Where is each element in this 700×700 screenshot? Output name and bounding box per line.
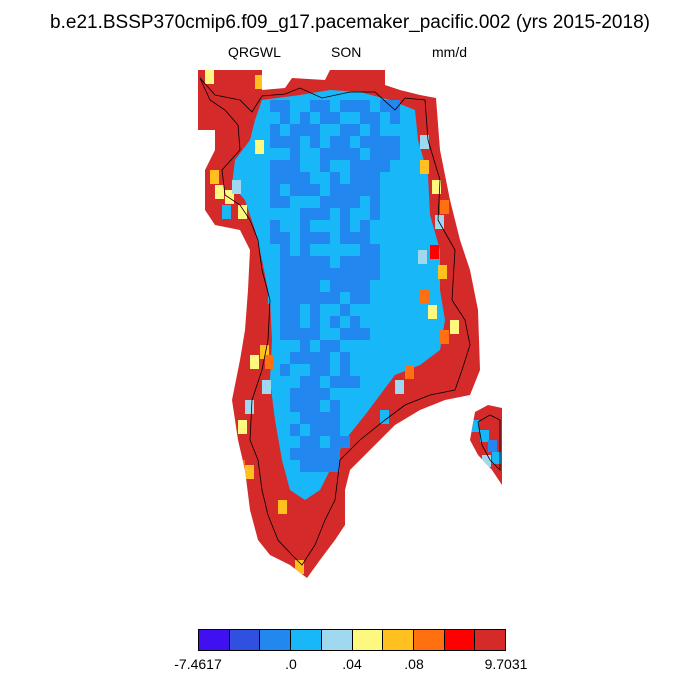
grid-cells (205, 70, 459, 574)
colorbar-cell-2 (260, 630, 292, 650)
colorbar-cell-4 (321, 630, 353, 650)
greenland-map (198, 70, 502, 578)
colorbar-cell-7 (413, 630, 445, 650)
colorbar-label-08: .08 (404, 656, 424, 672)
colorbar-cell-9 (475, 630, 506, 650)
plot-title: b.e21.BSSP370cmip6.f09_g17.pacemaker_pac… (50, 12, 650, 33)
colorbar-cell-8 (444, 630, 476, 650)
colorbar-cell-3 (291, 630, 322, 650)
variable-label: QRGWL (228, 44, 281, 60)
colorbar-label-04: .04 (342, 656, 362, 672)
colorbar (198, 629, 506, 651)
colorbar-cell-5 (352, 630, 384, 650)
season-label: SON (331, 44, 362, 60)
coastline-main (199, 77, 471, 566)
colorbar-cell-6 (383, 630, 414, 650)
colorbar-cell-0 (199, 630, 230, 650)
coastline-island (477, 414, 501, 471)
colorbar-label-max: 9.7031 (484, 656, 528, 672)
units-label: mm/d (432, 44, 467, 60)
colorbar-label-zero: .0 (285, 656, 297, 672)
colorbar-cell-1 (229, 630, 261, 650)
colorbar-label-min: -7.4617 (174, 656, 222, 672)
